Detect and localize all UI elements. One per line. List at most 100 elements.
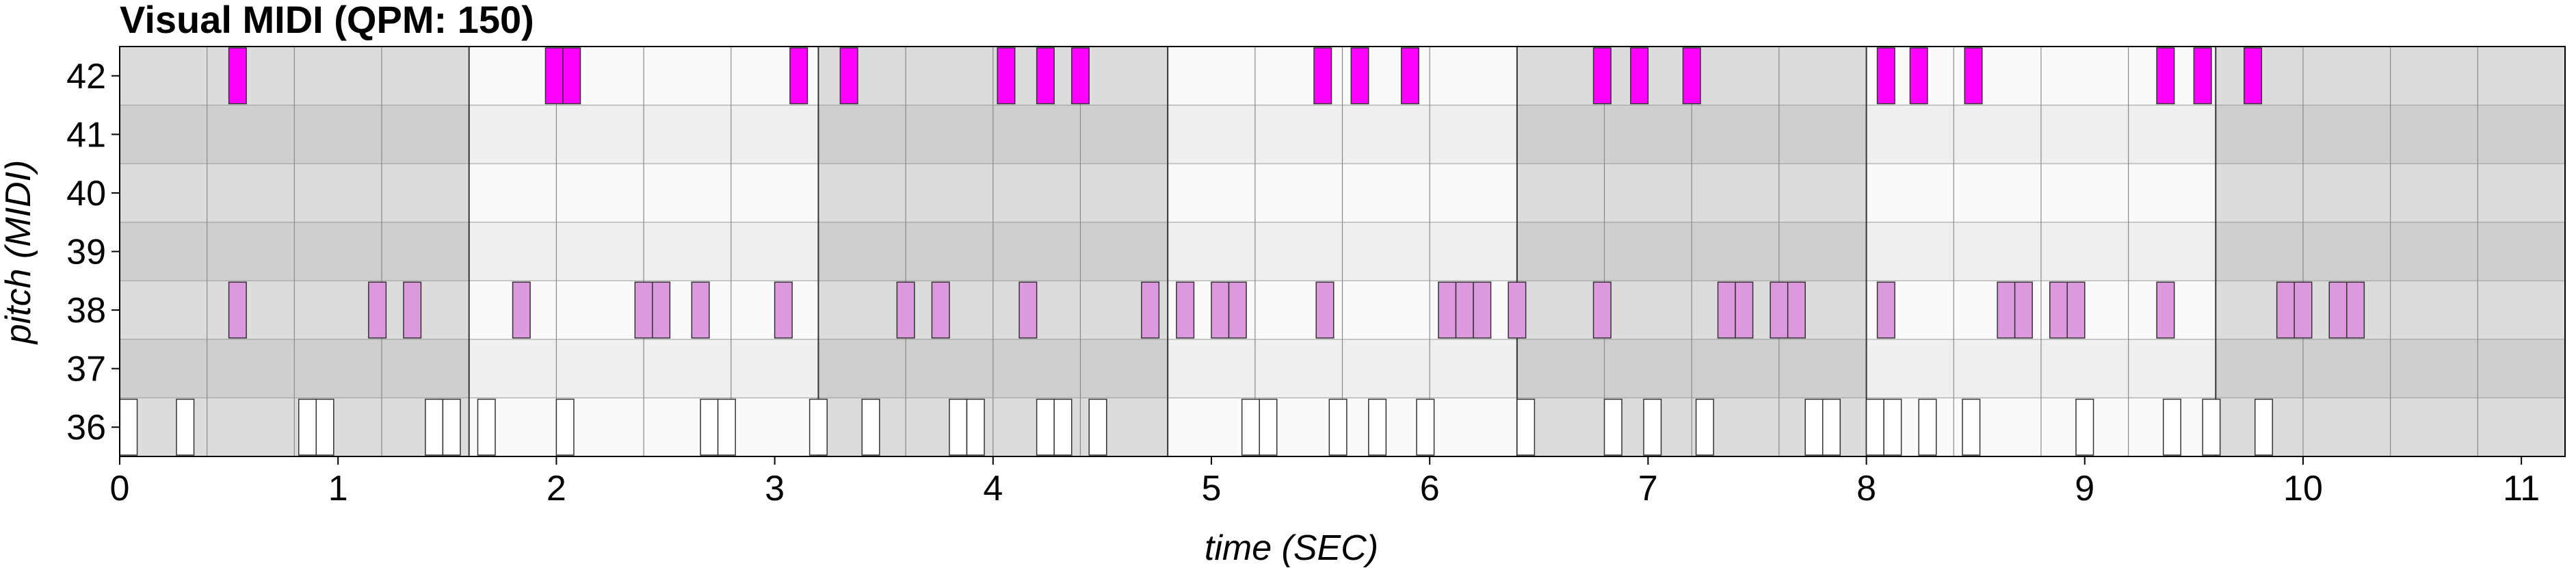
- x-axis-label: time (SEC): [1205, 528, 1378, 568]
- y-tick-label: 39: [66, 233, 106, 272]
- note-pitch-38: [1176, 281, 1195, 339]
- note-pitch-42: [1630, 47, 1649, 105]
- y-axis-label: pitch (MIDI): [0, 160, 38, 346]
- x-tick-label: 11: [2503, 469, 2540, 508]
- note-pitch-42: [1070, 47, 1090, 105]
- note-pitch-38: [368, 281, 387, 339]
- x-tick-label: 10: [2283, 469, 2323, 508]
- note-pitch-38: [228, 281, 247, 339]
- note-pitch-36: [442, 398, 461, 456]
- note-pitch-36: [1865, 398, 1884, 456]
- note-pitch-42: [789, 47, 809, 105]
- x-tick-label: 7: [1638, 469, 1658, 508]
- note-pitch-36: [425, 398, 444, 456]
- x-tick-label: 3: [765, 469, 785, 508]
- note-pitch-38: [1735, 281, 1754, 339]
- note-pitch-38: [1455, 281, 1474, 339]
- note-pitch-38: [1315, 281, 1335, 339]
- note-pitch-38: [1770, 281, 1789, 339]
- note-pitch-38: [2294, 281, 2313, 339]
- note-pitch-36: [1259, 398, 1278, 456]
- x-tick-label: 9: [2075, 469, 2094, 508]
- note-pitch-36: [2162, 398, 2181, 456]
- note-pitch-36: [1883, 398, 1902, 456]
- note-pitch-42: [2244, 47, 2263, 105]
- note-pitch-38: [1997, 281, 2016, 339]
- x-axis-ticks: 0 1 2 3 4 5 6 7 8 9 10 11: [110, 456, 2540, 508]
- x-tick-label: 2: [547, 469, 566, 508]
- x-tick-label: 4: [983, 469, 1003, 508]
- x-tick-label: 0: [110, 469, 130, 508]
- note-pitch-38: [1211, 281, 1230, 339]
- note-pitch-38: [1876, 281, 1895, 339]
- y-axis-ticks: 36 37 38 39 40 41 42: [66, 57, 120, 448]
- note-pitch-36: [949, 398, 968, 456]
- y-tick-label: 41: [66, 115, 106, 155]
- note-pitch-38: [1508, 281, 1527, 339]
- note-pitch-38: [2346, 281, 2365, 339]
- note-pitch-38: [1438, 281, 1457, 339]
- note-pitch-36: [966, 398, 985, 456]
- note-pitch-38: [652, 281, 671, 339]
- note-pitch-38: [2276, 281, 2295, 339]
- note-pitch-36: [1036, 398, 1055, 456]
- note-pitch-36: [700, 398, 719, 456]
- note-pitch-36: [1918, 398, 1937, 456]
- y-tick-label: 40: [66, 174, 106, 214]
- note-pitch-42: [997, 47, 1016, 105]
- note-pitch-38: [1141, 281, 1160, 339]
- chart-title: Visual MIDI (QPM: 150): [120, 0, 534, 41]
- note-pitch-36: [809, 398, 828, 456]
- y-tick-label: 38: [66, 291, 106, 331]
- note-pitch-38: [403, 281, 422, 339]
- x-tick-label: 1: [328, 469, 348, 508]
- note-pitch-42: [1964, 47, 1983, 105]
- x-tick-label: 6: [1420, 469, 1440, 508]
- note-pitch-42: [1909, 47, 1928, 105]
- note-pitch-42: [1682, 47, 1701, 105]
- note-pitch-38: [2156, 281, 2175, 339]
- note-pitch-38: [2328, 281, 2348, 339]
- x-tick-label: 5: [1202, 469, 1222, 508]
- note-pitch-36: [315, 398, 334, 456]
- note-pitch-38: [2049, 281, 2068, 339]
- note-pitch-42: [1592, 47, 1612, 105]
- note-pitch-42: [2156, 47, 2175, 105]
- note-pitch-38: [1228, 281, 1247, 339]
- note-pitch-36: [119, 398, 138, 456]
- note-pitch-38: [774, 281, 793, 339]
- note-pitch-42: [839, 47, 858, 105]
- grid-lines: [120, 47, 2565, 456]
- note-pitch-38: [1018, 281, 1038, 339]
- y-tick-label: 36: [66, 408, 106, 448]
- note-pitch-38: [2066, 281, 2086, 339]
- note-pitch-36: [176, 398, 195, 456]
- note-pitch-36: [477, 398, 496, 456]
- y-tick-label: 37: [66, 350, 106, 389]
- note-pitch-42: [228, 47, 247, 105]
- note-pitch-42: [562, 47, 581, 105]
- y-tick-label: 42: [66, 57, 106, 96]
- note-pitch-36: [555, 398, 575, 456]
- note-pitch-36: [1695, 398, 1714, 456]
- note-pitch-38: [1473, 281, 1492, 339]
- note-pitch-38: [2014, 281, 2033, 339]
- note-pitch-42: [1350, 47, 1369, 105]
- note-pitch-36: [861, 398, 880, 456]
- note-pitch-36: [2254, 398, 2274, 456]
- note-pitch-38: [691, 281, 710, 339]
- note-pitch-38: [1592, 281, 1612, 339]
- note-pitch-36: [1241, 398, 1260, 456]
- note-pitch-36: [1603, 398, 1622, 456]
- note-pitch-36: [1416, 398, 1435, 456]
- note-pitch-38: [896, 281, 915, 339]
- x-tick-label: 8: [1856, 469, 1876, 508]
- note-pitch-36: [1822, 398, 1841, 456]
- note-pitch-38: [634, 281, 653, 339]
- note-pitch-36: [717, 398, 736, 456]
- note-pitch-36: [1328, 398, 1348, 456]
- note-pitch-36: [1516, 398, 1536, 456]
- notes-layer: [119, 47, 2365, 456]
- note-pitch-36: [2075, 398, 2094, 456]
